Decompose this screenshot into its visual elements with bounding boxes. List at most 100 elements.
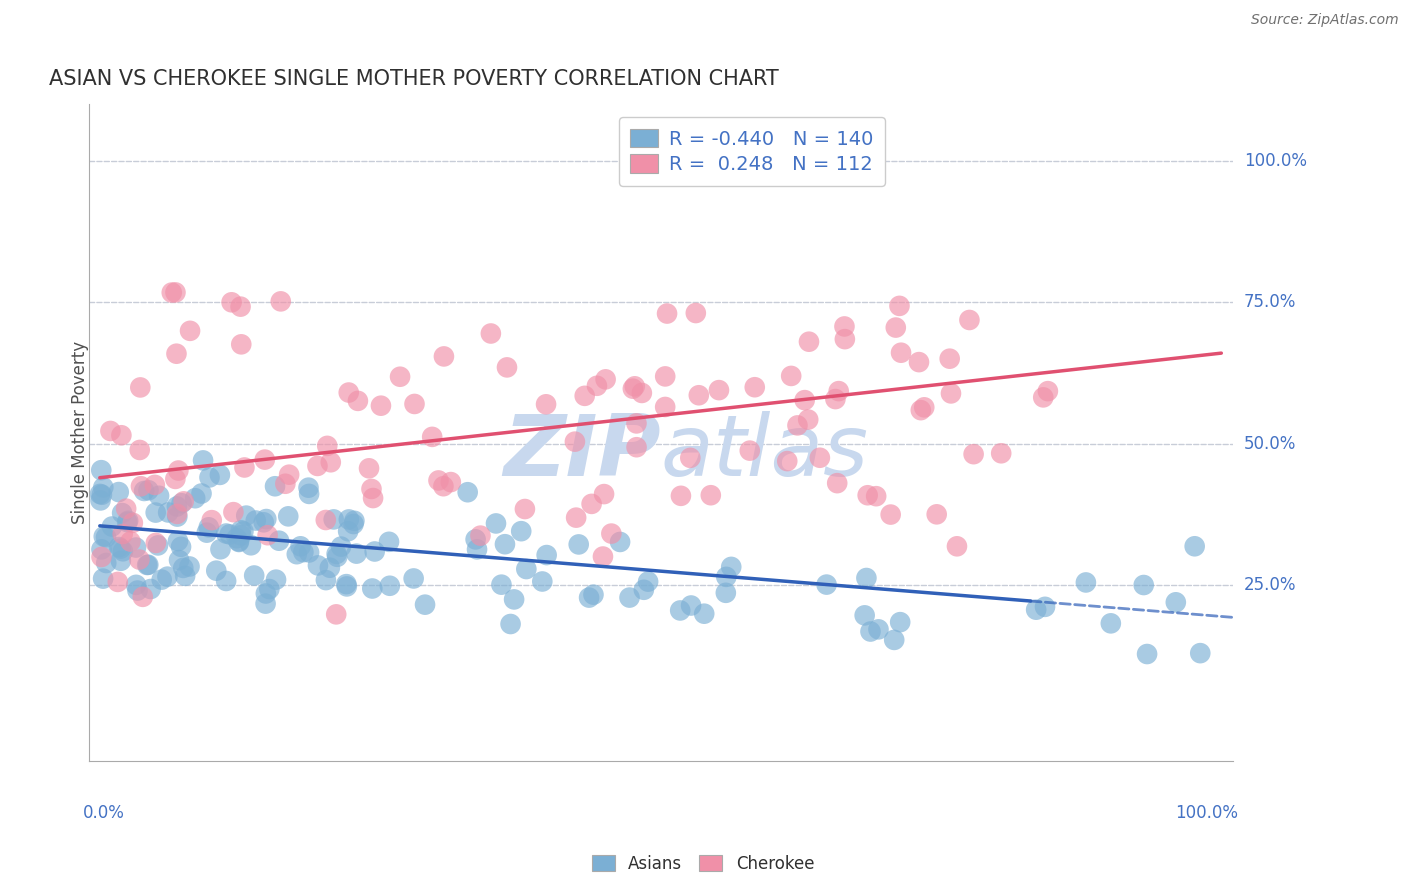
Point [231,528,253,542]
Point [174,569,197,583]
Point [307,558,329,573]
Point [744,380,766,394]
Point [90,488,112,502]
Text: Source: ZipAtlas.com: Source: ZipAtlas.com [1251,13,1399,28]
Point [264,573,287,587]
Point [228,534,250,549]
Text: ZIP: ZIP [503,410,661,493]
Point [859,624,882,639]
Point [780,368,803,383]
Point [959,313,981,327]
Text: 25.0%: 25.0% [1244,576,1296,594]
Point [491,577,513,591]
Point [173,494,195,508]
Point [253,452,276,467]
Point [1099,616,1122,631]
Point [264,479,287,493]
Point [285,547,308,561]
Point [166,347,188,361]
Point [347,393,370,408]
Point [623,379,645,393]
Point [856,488,879,502]
Point [256,528,278,542]
Point [115,515,138,529]
Point [166,509,188,524]
Point [883,632,905,647]
Point [128,442,150,457]
Point [191,453,214,467]
Point [564,434,586,449]
Point [343,514,366,528]
Point [939,386,962,401]
Point [938,351,960,366]
Point [231,337,253,351]
Point [297,481,319,495]
Point [253,516,276,530]
Point [325,607,347,622]
Point [868,623,890,637]
Point [485,516,508,531]
Point [111,527,134,541]
Point [360,482,382,496]
Point [336,579,359,593]
Point [890,345,912,359]
Point [89,493,111,508]
Point [166,507,188,521]
Point [1036,384,1059,398]
Point [225,531,247,545]
Point [270,294,292,309]
Point [232,524,254,539]
Point [298,487,321,501]
Point [1184,539,1206,553]
Point [389,369,412,384]
Point [621,382,644,396]
Point [470,528,492,542]
Point [688,388,710,402]
Point [865,489,887,503]
Point [346,547,368,561]
Point [824,392,846,406]
Point [146,538,169,552]
Point [215,574,238,588]
Point [910,403,932,417]
Point [714,586,737,600]
Point [93,529,115,543]
Point [494,537,516,551]
Point [127,583,149,598]
Point [815,577,838,591]
Point [586,378,609,392]
Point [90,542,112,557]
Text: atlas: atlas [661,410,869,493]
Point [834,319,856,334]
Point [700,488,723,502]
Point [125,541,148,555]
Point [315,573,337,587]
Point [593,487,616,501]
Point [1132,578,1154,592]
Point [465,542,488,557]
Point [337,512,360,526]
Point [107,485,129,500]
Point [720,560,742,574]
Point [363,544,385,558]
Point [166,500,188,514]
Point [315,513,337,527]
Point [132,590,155,604]
Point [654,369,676,384]
Point [879,508,901,522]
Point [170,540,193,554]
Point [91,480,114,494]
Point [218,527,240,541]
Point [125,578,148,592]
Point [129,479,152,493]
Point [179,559,201,574]
Point [884,320,907,334]
Point [679,450,702,465]
Point [889,615,911,629]
Point [319,455,342,469]
Point [655,307,678,321]
Point [626,417,648,431]
Point [1164,595,1187,609]
Point [172,561,194,575]
Point [578,591,600,605]
